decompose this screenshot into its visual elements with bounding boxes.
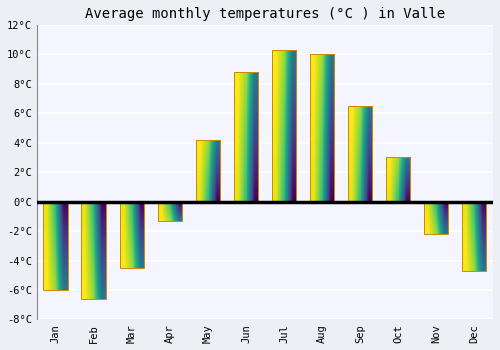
Bar (310, 54, 334, 202)
Bar (82, 202, 106, 299)
Bar (120, 202, 144, 268)
Bar (462, 202, 486, 271)
Bar (196, 140, 220, 202)
Bar (348, 106, 372, 202)
Bar (234, 72, 258, 202)
Title: Average monthly temperatures (°C ) in Valle: Average monthly temperatures (°C ) in Va… (85, 7, 445, 21)
Bar (424, 202, 448, 234)
Bar (386, 158, 410, 202)
Bar (158, 202, 182, 221)
Bar (272, 50, 296, 202)
Bar (44, 202, 68, 290)
